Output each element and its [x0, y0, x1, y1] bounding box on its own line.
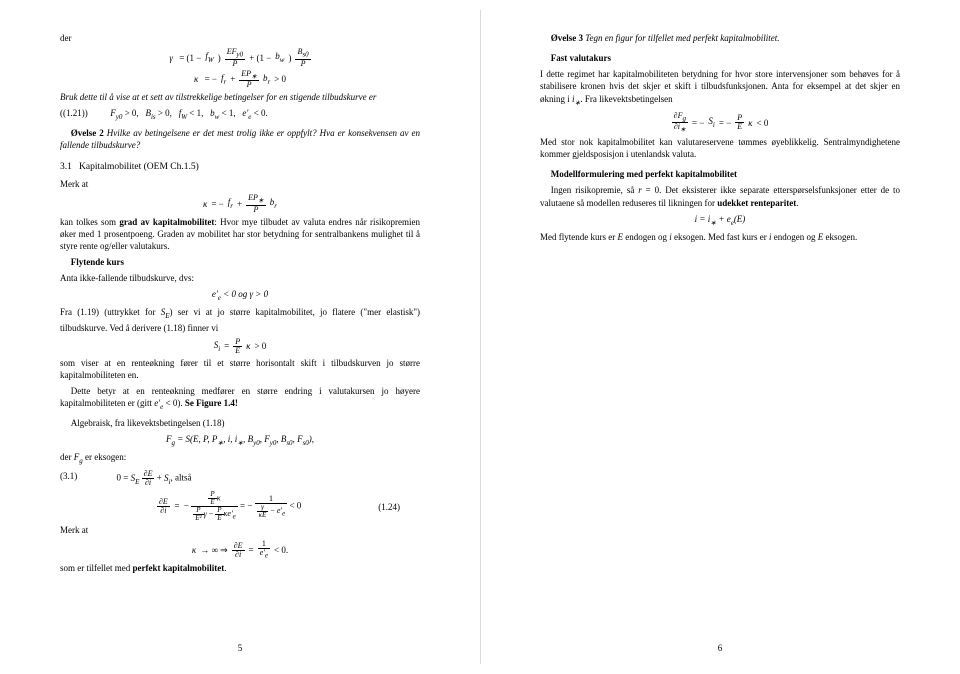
- page-right: Øvelse 3 Tegn en figur for tilfellet med…: [480, 0, 960, 674]
- eq-gamma: γ = (1 − fW)EFy0P + (1 − bw)Bs0P: [60, 48, 420, 68]
- bruk-text: Bruk dette til å vise at et sett av tils…: [60, 91, 420, 103]
- cond-line: ((1.21)) Fy0 > 0, Bis > 0, fW < 1, bw < …: [60, 107, 420, 122]
- algebraisk: Algebraisk, fra likevektsbetingelsen (1.…: [60, 417, 420, 429]
- som-er: som er tilfellet med perfekt kapitalmobi…: [60, 562, 420, 574]
- grad-bold: grad av kapitalmobilitet: [119, 217, 214, 227]
- page-spread: der γ = (1 − fW)EFy0P + (1 − bw)Bs0P κ =…: [0, 0, 960, 674]
- cond-label: ((1.21)): [60, 108, 88, 118]
- eq-Fg: Fg = S(E, P, P∗, i, i∗, By0, Fy0, Bs0, F…: [60, 433, 420, 448]
- ovelse3-text: Tegn en figur for tilfellet med perfekt …: [585, 33, 779, 43]
- fast-valutakurs: Fast valutakurs: [540, 52, 900, 64]
- flytende-kurs: Flytende kurs: [60, 256, 420, 268]
- modell-title-bold: Modellformulering med perfekt kapitalmob…: [551, 169, 737, 179]
- page-number-right: 6: [480, 642, 960, 654]
- dette-betyr: Dette betyr at en renteøkning medfører e…: [60, 385, 420, 412]
- med-flytende: Med flytende kurs er E endogen og i ekso…: [540, 231, 900, 243]
- eq-124-label: (1.24): [378, 501, 400, 513]
- eq-i: i = i∗ + ee(E): [540, 213, 900, 228]
- ovelse2: Øvelse 2 Hvilke av betingelsene er det m…: [60, 127, 420, 151]
- som-viser: som viser at en renteøkning fører til et…: [60, 357, 420, 381]
- medstor: Med stor nok kapitalmobilitet kan valuta…: [540, 136, 900, 160]
- ovelse3: Øvelse 3 Tegn en figur for tilfellet med…: [540, 32, 900, 44]
- perfekt-bold: perfekt kapitalmobilitet: [132, 563, 224, 573]
- modell-title: Modellformulering med perfekt kapitalmob…: [540, 168, 900, 180]
- eq-kappa: κ = −fr + EP∗Pbr > 0: [60, 70, 420, 90]
- idette: I dette regimet har kapitalmobiliteten b…: [540, 68, 900, 108]
- fra119: Fra (1.19) (uttrykket for SE) ser vi at …: [60, 306, 420, 333]
- der-Fg: der Fg er eksogen:: [60, 451, 420, 466]
- section-title: Kapitalmobilitet (OEM Ch.1.5): [79, 162, 199, 172]
- eq-31: (3.1) 0 = SE ∂E∂i + Si, altså: [60, 470, 420, 487]
- eq-dEdi: ∂E∂i = − PEκPE²γ − PEκe'e = − 1γκE − e'e…: [60, 491, 420, 522]
- first-word: der: [60, 32, 420, 44]
- se-figure: Se Figure 1.4!: [185, 398, 238, 408]
- ovelse2-label: Øvelse 2: [71, 128, 104, 138]
- merk-at-2: Merk at: [60, 524, 420, 536]
- kan-tolkes: kan tolkes som grad av kapitalmobilitet:…: [60, 216, 420, 252]
- ingen-risiko: Ingen risikopremie, så r = 0. Det eksist…: [540, 184, 900, 208]
- ovelse3-label: Øvelse 3: [551, 33, 583, 43]
- anta-text: Anta ikke-fallende tilbudskurve, dvs:: [60, 272, 420, 284]
- eq-dFg: ∂Fg∂i∗ = −Si = −PEκ < 0: [540, 112, 900, 134]
- page-left: der γ = (1 − fW)EFy0P + (1 − bw)Bs0P κ =…: [0, 0, 480, 674]
- section-number: 3.1: [60, 162, 72, 172]
- eq-Si: Si = PEκ > 0: [60, 338, 420, 355]
- eq-kappa2: κ = −fr + EP∗Pbr: [60, 194, 420, 214]
- eq-31-label: (3.1): [60, 470, 77, 482]
- merk-at: Merk at: [60, 178, 420, 190]
- eq-ee: e'e < 0 og γ > 0: [60, 288, 420, 303]
- eq-kinfty: κ → ∞ ⇒ ∂E∂i = 1e'e < 0.: [60, 540, 420, 560]
- udekket-bold: udekket renteparitet: [717, 198, 796, 208]
- page-number-left: 5: [0, 642, 480, 654]
- ovelse2-text: Hvilke av betingelsene er det mest troli…: [60, 128, 420, 150]
- section-heading: 3.1 Kapitalmobilitet (OEM Ch.1.5): [60, 161, 420, 174]
